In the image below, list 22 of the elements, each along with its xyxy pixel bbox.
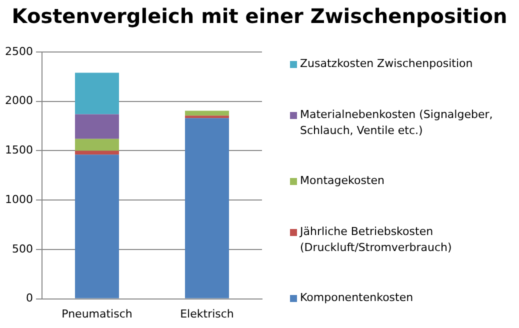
chart-title: Kostenvergleich mit einer Zwischenposition bbox=[10, 4, 508, 28]
legend-label: Montagekosten bbox=[300, 173, 384, 189]
bar bbox=[74, 154, 119, 298]
bar bbox=[185, 116, 229, 118]
bar bbox=[74, 114, 119, 139]
y-tick-label: 2000 bbox=[4, 94, 33, 108]
y-tick-label: 1500 bbox=[4, 144, 33, 157]
y-tick-label: 500 bbox=[12, 242, 33, 256]
bar bbox=[185, 118, 229, 298]
bar bbox=[74, 72, 119, 114]
y-tick-label: 2500 bbox=[4, 44, 33, 58]
legend-label: Komponentenkosten bbox=[300, 290, 414, 306]
bar bbox=[74, 138, 119, 151]
legend-label: Jährliche Betriebskosten (Druckluft/Stromverbrauch) bbox=[300, 224, 453, 256]
y-tick-label: 1000 bbox=[4, 192, 33, 206]
bar bbox=[74, 150, 119, 155]
y-tick-label: 0 bbox=[26, 292, 33, 305]
legend-label: Zusatzkosten Zwischenposition bbox=[300, 56, 473, 72]
bar bbox=[185, 110, 229, 116]
x-tick-label: Elektrisch bbox=[180, 307, 234, 320]
legend-label: Materialnebenkosten (Signalgeber, Schlauch, Ventile etc.) bbox=[300, 106, 494, 138]
x-tick-label: Pneumatisch bbox=[62, 307, 132, 320]
